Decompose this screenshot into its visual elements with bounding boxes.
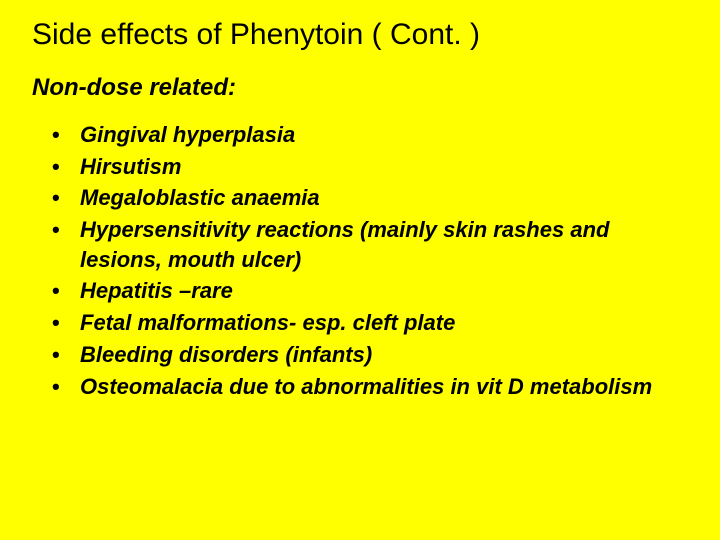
bullet-text: Fetal malformations- esp. cleft plate xyxy=(80,308,688,338)
bullet-icon: • xyxy=(52,372,80,402)
bullet-icon: • xyxy=(52,120,80,150)
bullet-text: Megaloblastic anaemia xyxy=(80,183,688,213)
list-item: • Gingival hyperplasia xyxy=(52,120,688,150)
bullet-icon: • xyxy=(52,152,80,182)
slide-subtitle: Non-dose related: xyxy=(32,74,688,102)
bullet-text: Hirsutism xyxy=(80,152,688,182)
list-item: • Bleeding disorders (infants) xyxy=(52,340,688,370)
bullet-icon: • xyxy=(52,183,80,213)
bullet-icon: • xyxy=(52,308,80,338)
list-item: • Osteomalacia due to abnormalities in v… xyxy=(52,372,688,402)
bullet-text: Osteomalacia due to abnormalities in vit… xyxy=(80,372,688,402)
bullet-text: Hepatitis –rare xyxy=(80,276,688,306)
list-item: • Hirsutism xyxy=(52,152,688,182)
bullet-text: Bleeding disorders (infants) xyxy=(80,340,688,370)
list-item: • Hepatitis –rare xyxy=(52,276,688,306)
bullet-list: • Gingival hyperplasia • Hirsutism • Meg… xyxy=(32,120,688,401)
bullet-icon: • xyxy=(52,276,80,306)
bullet-icon: • xyxy=(52,340,80,370)
list-item: • Fetal malformations- esp. cleft plate xyxy=(52,308,688,338)
bullet-text: Hypersensitivity reactions (mainly skin … xyxy=(80,215,688,274)
bullet-icon: • xyxy=(52,215,80,245)
slide-title: Side effects of Phenytoin ( Cont. ) xyxy=(32,18,688,52)
bullet-text: Gingival hyperplasia xyxy=(80,120,688,150)
list-item: • Megaloblastic anaemia xyxy=(52,183,688,213)
list-item: • Hypersensitivity reactions (mainly ski… xyxy=(52,215,688,274)
